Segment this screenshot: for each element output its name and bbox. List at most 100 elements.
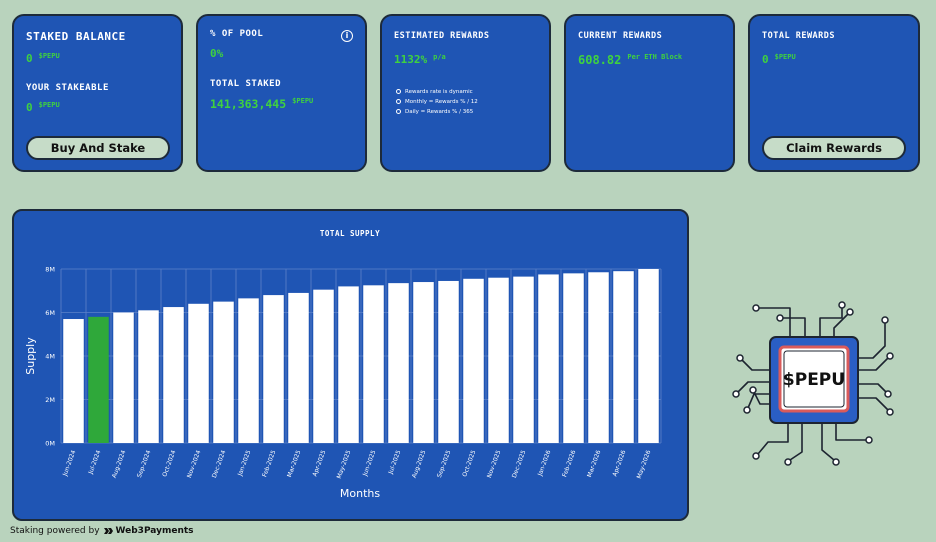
x-tick-label: Apr-2026 — [611, 449, 627, 477]
x-tick-label: May-2026 — [636, 449, 653, 480]
supply-bar[interactable] — [463, 278, 484, 443]
chart-y-axis-label: Supply — [24, 337, 37, 375]
supply-bar[interactable] — [263, 295, 284, 443]
x-tick-label: Feb-2026 — [561, 449, 577, 478]
supply-bar[interactable] — [588, 272, 609, 443]
y-tick-label: 2M — [45, 396, 55, 404]
total-rewards-card: TOTAL REWARDS 0 $PEPU Claim Rewards — [748, 14, 920, 172]
total-supply-chart: TOTAL SUPPLY Supply Months 0M 2M 4M 6M 8M Jun… — [12, 209, 689, 521]
current-rewards-value: 608.82 Per ETH Block — [578, 53, 682, 67]
web3payments-logo-icon — [103, 528, 113, 534]
x-tick-label: Jun-2025 — [361, 449, 377, 478]
stakeable-amount: 0 — [26, 101, 33, 114]
chip-logo-text: $PEPU — [783, 370, 845, 390]
current-rewards-suffix: Per ETH Block — [627, 53, 683, 61]
y-tick-label: 8M — [45, 266, 55, 274]
supply-bar[interactable] — [138, 310, 159, 443]
total-rewards-amount: 0 — [762, 53, 769, 66]
estimated-rewards-suffix: p/a — [433, 53, 446, 61]
x-tick-label: Apr-2025 — [311, 449, 327, 477]
total-rewards-title: TOTAL REWARDS — [762, 31, 836, 41]
x-tick-label: Nov-2024 — [186, 449, 203, 479]
info-icon[interactable]: i — [341, 30, 353, 42]
total-rewards-unit: $PEPU — [774, 53, 796, 61]
claim-rewards-button[interactable]: Claim Rewards — [762, 136, 906, 160]
chart-x-axis-label: Months — [340, 487, 380, 500]
x-tick-label: Jul-2024 — [87, 449, 102, 476]
x-tick-label: Mar-2025 — [286, 449, 302, 478]
x-tick-label: Oct-2025 — [461, 449, 477, 478]
current-rewards-title: CURRENT REWARDS — [578, 31, 663, 41]
stakeable-unit: $PEPU — [38, 101, 60, 109]
current-rewards-amount: 608.82 — [578, 53, 622, 67]
x-tick-label: Sep-2024 — [136, 449, 152, 479]
staked-balance-unit: $PEPU — [38, 52, 60, 60]
reward-note: Monthly = Rewards % / 12 — [396, 97, 478, 107]
supply-bar[interactable] — [188, 303, 209, 443]
x-tick-label: Sep-2025 — [436, 449, 452, 479]
staked-balance-card: STAKED BALANCE 0 $PEPU YOUR STAKEABLE 0 $P… — [12, 14, 183, 172]
y-tick-label: 0M — [45, 440, 55, 448]
stakeable-value: 0 $PEPU — [26, 101, 60, 114]
supply-bar[interactable] — [363, 285, 384, 443]
total-staked-amount: 141,363,445 — [210, 97, 287, 111]
supply-bar[interactable] — [438, 280, 459, 443]
current-rewards-card: CURRENT REWARDS 608.82 Per ETH Block — [564, 14, 735, 172]
supply-bar[interactable] — [313, 289, 334, 443]
x-tick-label: Dec-2024 — [211, 449, 228, 479]
x-tick-label: Jan-2026 — [536, 449, 552, 478]
supply-bar-chart: TOTAL SUPPLY Supply Months 0M 2M 4M 6M 8M Jun… — [24, 229, 662, 500]
x-tick-label: Aug-2024 — [111, 449, 128, 479]
supply-bar[interactable] — [88, 316, 109, 443]
pool-share-card: % OF POOL i 0% TOTAL STAKED 141,363,445 $… — [196, 14, 367, 172]
supply-bar[interactable] — [213, 301, 234, 443]
x-tick-label: Dec-2025 — [511, 449, 528, 479]
footer-text: Staking powered by — [10, 526, 100, 536]
y-tick-label: 4M — [45, 353, 55, 361]
reward-note: Rewards rate is dynamic — [396, 87, 478, 97]
x-tick-label: May-2025 — [336, 449, 353, 480]
supply-bar[interactable] — [63, 319, 84, 443]
footer: Staking powered by Web3Payments — [10, 526, 194, 536]
pool-share-value: 0% — [210, 47, 224, 60]
pepu-chip-logo: $PEPU — [732, 301, 894, 466]
chart-title: TOTAL SUPPLY — [320, 229, 380, 238]
staked-balance-amount: 0 — [26, 52, 33, 65]
supply-bar[interactable] — [563, 273, 584, 443]
x-tick-label: Jun-2024 — [61, 449, 77, 478]
reward-note: Daily = Rewards % / 365 — [396, 107, 478, 117]
total-staked-value: 141,363,445 $PEPU — [210, 97, 313, 111]
x-tick-label: Oct-2024 — [161, 449, 177, 478]
supply-bar[interactable] — [338, 286, 359, 443]
supply-bar[interactable] — [388, 283, 409, 443]
staked-balance-value: 0 $PEPU — [26, 52, 60, 65]
pool-share-title: % OF POOL — [210, 29, 264, 39]
supply-bar[interactable] — [613, 271, 634, 443]
estimated-rewards-rate: 1132% — [394, 53, 428, 66]
supply-bar[interactable] — [238, 298, 259, 443]
staked-balance-title: STAKED BALANCE — [26, 30, 126, 43]
stakeable-title: YOUR STAKEABLE — [26, 83, 109, 93]
supply-bar[interactable] — [638, 269, 659, 443]
y-tick-label: 6M — [45, 309, 55, 317]
reward-notes: Rewards rate is dynamic Monthly = Reward… — [396, 87, 478, 117]
supply-bar[interactable] — [163, 307, 184, 443]
x-tick-label: Jul-2025 — [387, 449, 402, 476]
supply-bar[interactable] — [488, 277, 509, 443]
supply-bar[interactable] — [413, 282, 434, 443]
x-tick-label: Aug-2025 — [411, 449, 428, 479]
supply-bar[interactable] — [113, 312, 134, 444]
total-rewards-value: 0 $PEPU — [762, 53, 796, 66]
x-tick-label: Feb-2025 — [261, 449, 277, 478]
buy-and-stake-button[interactable]: Buy And Stake — [26, 136, 170, 160]
supply-bar[interactable] — [513, 276, 534, 443]
x-tick-label: Mar-2026 — [586, 449, 602, 478]
estimated-rewards-title: ESTIMATED REWARDS — [394, 31, 490, 41]
supply-bar[interactable] — [288, 292, 309, 443]
footer-brand-link[interactable]: Web3Payments — [115, 526, 194, 536]
total-staked-unit: $PEPU — [292, 97, 314, 105]
estimated-rewards-card: ESTIMATED REWARDS 1132% p/a Rewards rate … — [380, 14, 551, 172]
x-tick-label: Nov-2025 — [486, 449, 503, 479]
x-tick-label: Jan-2025 — [236, 449, 252, 478]
supply-bar[interactable] — [538, 274, 559, 443]
